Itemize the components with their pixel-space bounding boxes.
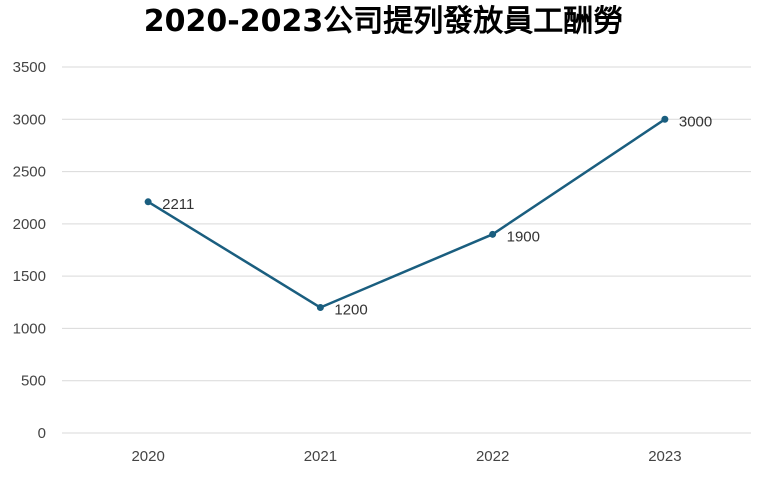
data-point	[661, 115, 669, 123]
y-tick-label: 3000	[13, 111, 46, 128]
x-tick-label: 2020	[131, 448, 164, 465]
data-point	[489, 230, 497, 238]
y-tick-label: 0	[38, 425, 46, 442]
data-labels: 2211 1200 1900 3000	[162, 113, 712, 318]
x-tick-label: 2021	[304, 448, 337, 465]
data-point	[144, 198, 152, 206]
y-tick-label: 500	[21, 373, 46, 390]
data-label: 1200	[334, 302, 367, 319]
x-tick-label: 2023	[648, 448, 681, 465]
data-point	[316, 304, 324, 312]
y-tick-label: 2500	[13, 164, 46, 181]
series-line-layer	[147, 118, 666, 309]
y-axis-tick-labels: 0 500 1000 1500 2000 2500 3000 3500	[13, 59, 46, 442]
data-label: 1900	[507, 228, 540, 245]
data-points	[144, 115, 669, 312]
y-tick-label: 2000	[13, 216, 46, 233]
y-tick-label: 1500	[13, 268, 46, 285]
chart-title: 2020-2023公司提列發放員工酬勞	[143, 4, 624, 39]
y-tick-label: 1000	[13, 320, 46, 337]
data-label: 3000	[679, 113, 712, 130]
gridlines	[62, 66, 751, 434]
x-tick-label: 2022	[476, 448, 509, 465]
series-line	[147, 118, 666, 309]
y-tick-label: 3500	[13, 59, 46, 76]
data-label: 2211	[162, 196, 194, 213]
x-axis-tick-labels: 2020 2021 2022 2023	[131, 448, 681, 465]
